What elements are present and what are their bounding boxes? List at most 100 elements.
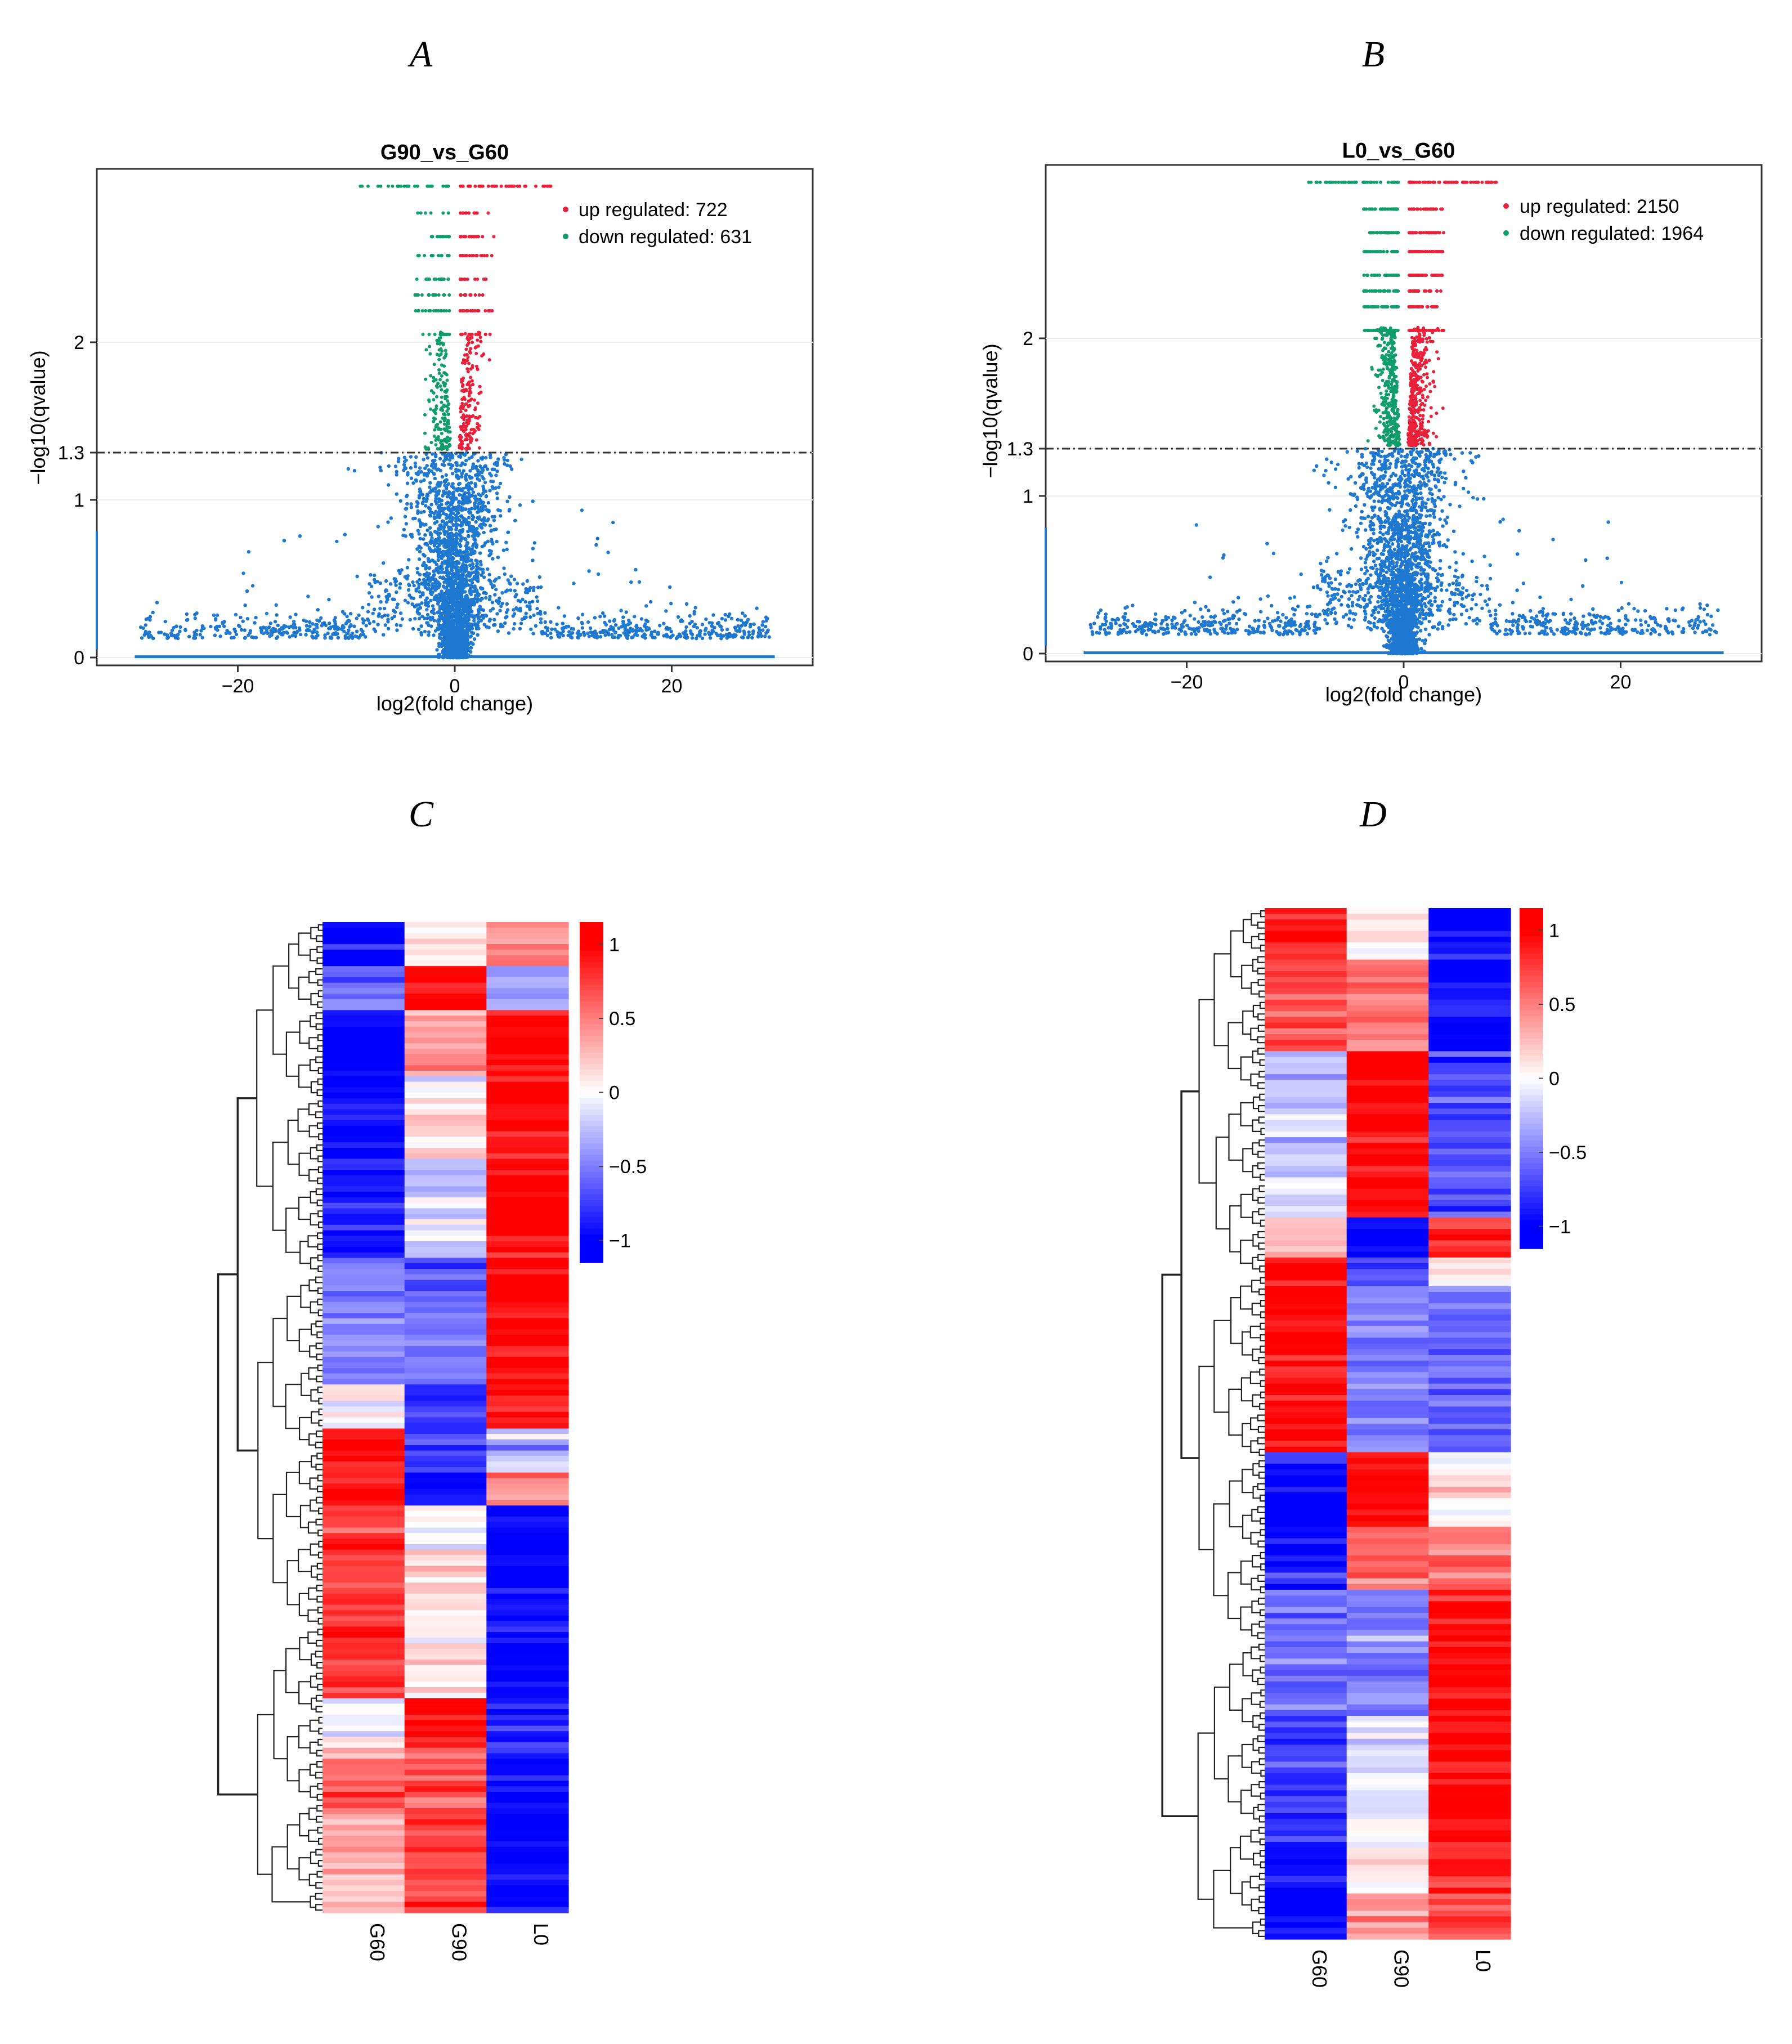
point-not-significant (545, 628, 549, 633)
point-up-regulated (461, 383, 465, 387)
point-not-significant (709, 636, 713, 640)
point-not-significant (495, 491, 499, 495)
point-not-significant (440, 502, 443, 507)
point-not-significant (1412, 526, 1416, 530)
point-not-significant (148, 615, 153, 619)
point-not-significant (306, 628, 310, 632)
panel-label-c: C (409, 794, 434, 835)
point-not-significant (505, 463, 509, 467)
point-not-significant (451, 539, 455, 544)
point-not-significant (593, 616, 597, 620)
point-not-significant (495, 497, 499, 500)
point-not-significant (483, 614, 488, 618)
point-not-significant (423, 542, 427, 546)
point-not-significant (470, 455, 474, 459)
point-up-regulated (464, 409, 468, 412)
point-not-significant (438, 637, 442, 641)
y-tick-label-2: 2 (74, 332, 84, 354)
point-not-significant (352, 624, 356, 628)
point-not-significant (392, 614, 397, 619)
point-not-significant (386, 613, 390, 618)
point-down-regulated (421, 333, 425, 336)
point-not-significant (728, 612, 732, 616)
point-not-significant (429, 532, 433, 536)
point-not-significant (746, 636, 750, 639)
point-not-significant (543, 620, 547, 624)
point-not-significant (589, 630, 593, 634)
point-not-significant (442, 507, 447, 511)
point-not-significant (427, 566, 431, 570)
point-not-significant (523, 600, 527, 604)
point-not-significant (245, 589, 249, 593)
point-not-significant (454, 548, 459, 552)
point-up-regulated (472, 430, 476, 434)
point-down-regulated (441, 211, 445, 215)
point-up-regulated (478, 384, 482, 388)
point-not-significant (341, 624, 345, 628)
point-not-significant (583, 633, 586, 637)
point-not-significant (497, 485, 501, 489)
point-not-significant (1419, 491, 1423, 495)
point-down-regulated (447, 402, 451, 406)
point-not-significant (639, 617, 644, 621)
point-not-significant (429, 618, 433, 622)
point-not-significant (366, 617, 370, 621)
point-up-regulated (495, 184, 498, 188)
point-not-significant (421, 591, 425, 595)
point-up-regulated (461, 254, 465, 257)
point-not-significant (372, 607, 377, 611)
point-not-significant (467, 534, 471, 538)
point-not-significant (178, 629, 182, 633)
point-not-significant (431, 549, 435, 553)
point-not-significant (531, 558, 535, 562)
point-not-significant (417, 471, 421, 475)
point-down-regulated (446, 184, 450, 188)
point-not-significant (456, 630, 460, 634)
point-not-significant (357, 613, 361, 618)
point-not-significant (329, 635, 333, 639)
point-up-regulated (467, 380, 471, 384)
point-down-regulated (438, 378, 442, 382)
point-not-significant (711, 613, 715, 617)
point-not-significant (598, 615, 602, 619)
point-not-significant (347, 628, 351, 632)
point-down-regulated (440, 363, 443, 367)
point-not-significant (470, 487, 474, 491)
point-not-significant (468, 563, 472, 567)
point-not-significant (402, 455, 406, 459)
point-not-significant (427, 586, 431, 590)
point-not-significant (457, 507, 461, 512)
point-not-significant (469, 507, 473, 511)
point-not-significant (490, 515, 494, 519)
point-not-significant (442, 537, 446, 541)
point-not-significant (448, 509, 452, 513)
point-not-significant (428, 547, 432, 551)
point-down-regulated (366, 184, 370, 188)
point-not-significant (429, 503, 433, 507)
point-not-significant (488, 489, 492, 493)
point-not-significant (1372, 523, 1376, 527)
point-down-regulated (405, 184, 409, 188)
point-not-significant (436, 552, 441, 556)
point-up-regulated (499, 184, 503, 188)
point-not-significant (441, 576, 445, 580)
point-not-significant (415, 504, 419, 508)
point-not-significant (653, 629, 657, 633)
point-not-significant (443, 545, 448, 549)
point-not-significant (408, 618, 412, 622)
point-not-significant (344, 621, 348, 625)
point-not-significant (465, 541, 469, 545)
point-not-significant (553, 627, 557, 632)
point-not-significant (474, 527, 478, 531)
point-up-regulated (461, 406, 465, 410)
point-not-significant (169, 633, 173, 638)
point-not-significant (627, 618, 631, 623)
point-not-significant (243, 603, 247, 607)
point-not-significant (405, 502, 409, 506)
point-not-significant (159, 630, 163, 634)
point-not-significant (398, 571, 402, 575)
point-not-significant (294, 625, 298, 630)
point-not-significant (343, 533, 347, 536)
point-not-significant (468, 529, 472, 533)
point-down-regulated (425, 184, 429, 188)
